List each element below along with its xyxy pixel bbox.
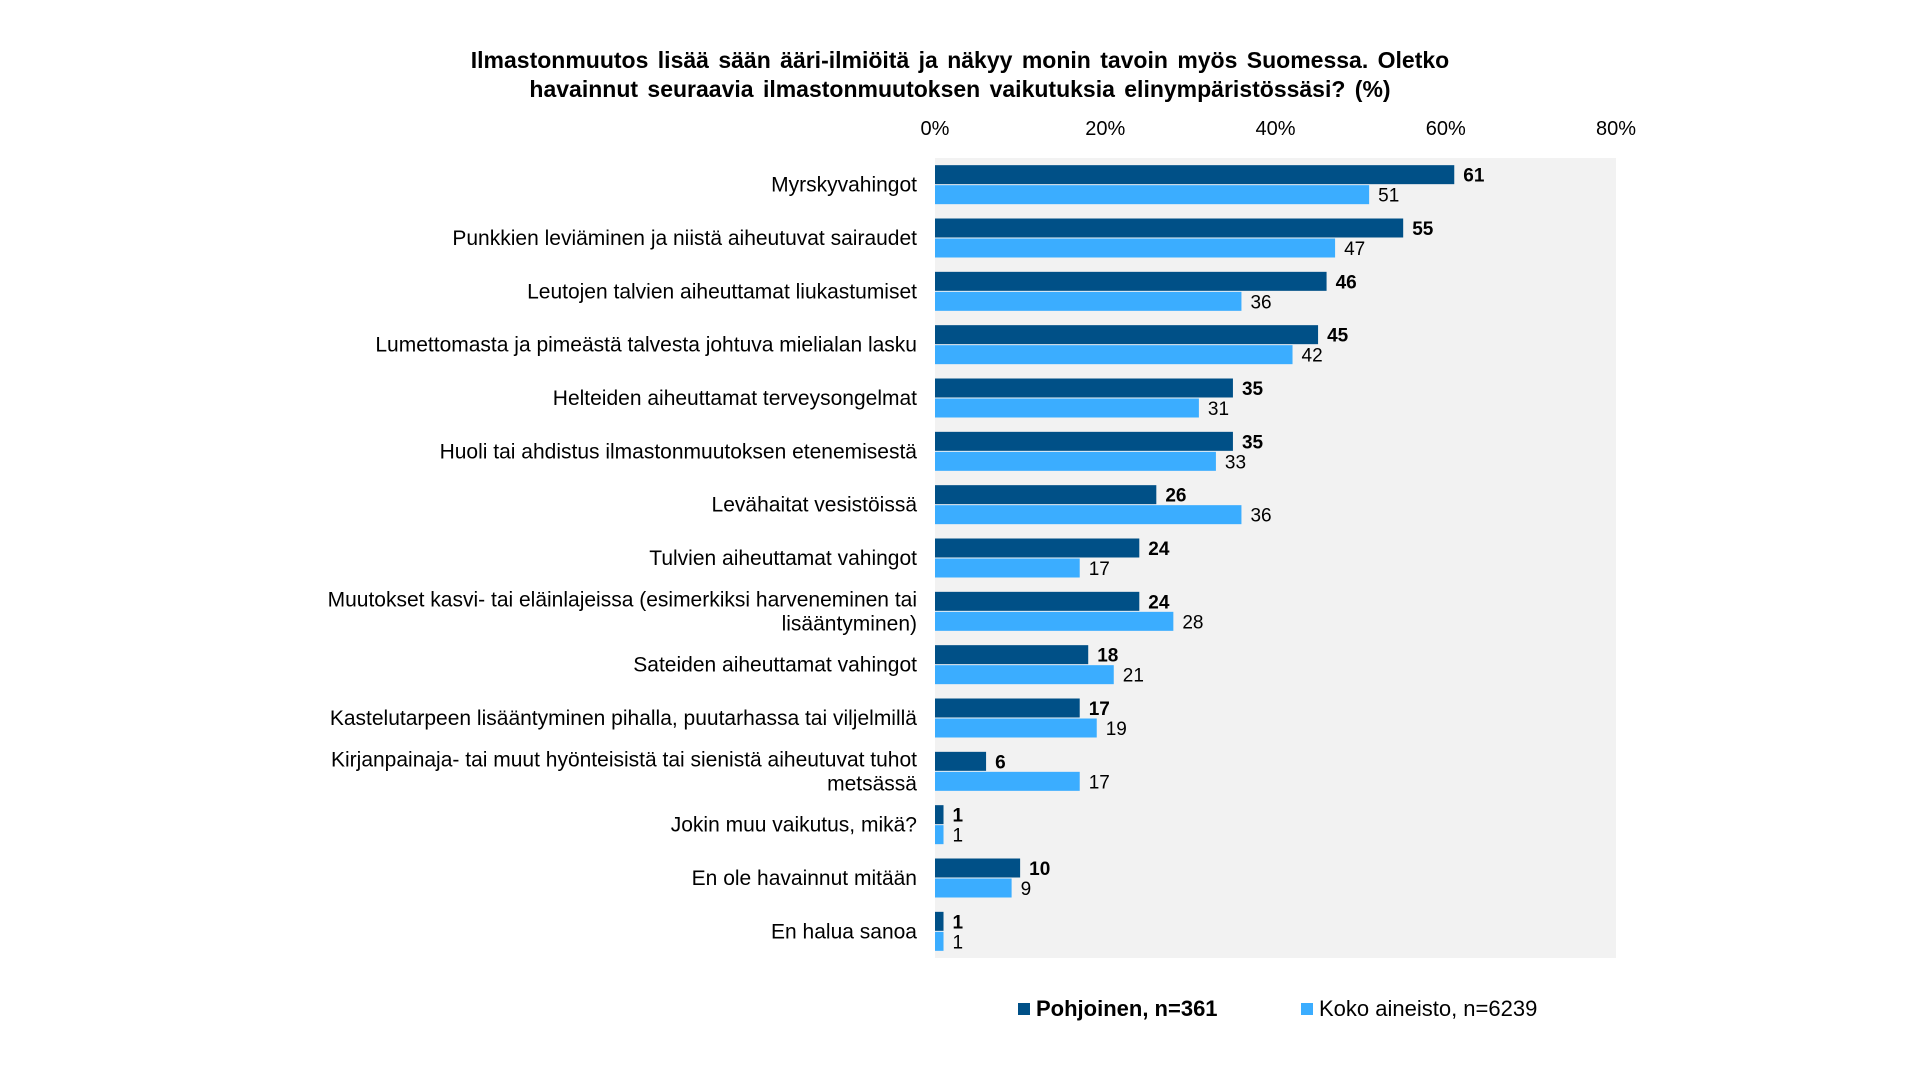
bar-koko-aineisto [935,771,1080,791]
category-label: Myrskyvahingot [771,174,917,197]
bar-koko-aineisto [935,398,1199,418]
category-label: En ole havainnut mitään [692,867,917,890]
data-label-pohjoinen: 6 [995,752,1006,773]
plot-area [935,158,1616,958]
data-label-pohjoinen: 24 [1148,592,1170,613]
data-label-koko-aineisto: 42 [1302,346,1323,367]
category-label: lisääntyminen) [782,612,917,635]
bar-koko-aineisto [935,185,1370,205]
bar-pohjoinen [935,911,944,931]
legend-label-pohjoinen: Pohjoinen, n=361 [1036,996,1218,1021]
x-tick-label: 60% [1426,118,1466,140]
bar-koko-aineisto [935,665,1114,685]
data-label-pohjoinen: 26 [1165,486,1186,507]
legend-label-koko-aineisto: Koko aineisto, n=6239 [1319,996,1538,1021]
bar-koko-aineisto [935,825,944,845]
x-tick-label: 20% [1085,118,1125,140]
bar-pohjoinen [935,591,1140,611]
data-label-pohjoinen: 10 [1029,859,1050,880]
data-label-pohjoinen: 46 [1336,272,1357,293]
bar-pohjoinen [935,698,1080,718]
bar-koko-aineisto [935,611,1174,631]
bar-pohjoinen [935,218,1404,238]
data-label-koko-aineisto: 51 [1378,186,1399,207]
category-label: Punkkien leviäminen ja niistä aiheutuvat… [452,227,917,250]
data-label-koko-aineisto: 1 [953,932,964,953]
data-label-koko-aineisto: 9 [1021,879,1032,900]
legend-swatch-koko-aineisto [1301,1003,1313,1015]
data-label-koko-aineisto: 19 [1106,719,1127,740]
data-label-pohjoinen: 35 [1242,379,1264,400]
data-label-pohjoinen: 1 [953,806,964,827]
data-label-koko-aineisto: 17 [1089,772,1110,793]
bar-koko-aineisto [935,291,1242,311]
category-label: Levähaitat vesistöissä [712,494,918,517]
category-label: Tulvien aiheuttamat vahingot [649,547,917,570]
category-label: metsässä [827,772,917,795]
x-tick-label: 80% [1596,118,1636,140]
data-label-koko-aineisto: 31 [1208,399,1229,420]
bar-pohjoinen [935,538,1140,558]
category-label: Lumettomasta ja pimeästä talvesta johtuv… [375,334,917,357]
bar-pohjoinen [935,378,1233,398]
data-label-koko-aineisto: 36 [1250,292,1271,313]
data-label-pohjoinen: 17 [1089,699,1110,720]
category-label: Kastelutarpeen lisääntyminen pihalla, pu… [330,707,917,730]
legend-item-koko-aineisto: Koko aineisto, n=6239 [1301,996,1537,1022]
category-label: Leutojen talvien aiheuttamat liukastumis… [527,280,917,303]
data-label-pohjoinen: 61 [1463,166,1485,187]
bar-pohjoinen [935,805,944,825]
data-label-koko-aineisto: 1 [953,826,964,847]
bar-koko-aineisto [935,718,1097,738]
category-label: Muutokset kasvi- tai eläinlajeissa (esim… [328,588,917,611]
bar-pohjoinen [935,431,1233,451]
category-label: Kirjanpainaja- tai muut hyönteisistä tai… [331,748,917,771]
bar-koko-aineisto [935,238,1336,258]
category-label: En halua sanoa [771,920,917,943]
data-label-koko-aineisto: 33 [1225,452,1246,473]
legend-swatch-pohjoinen [1018,1003,1030,1015]
bar-pohjoinen [935,165,1455,185]
bar-pohjoinen [935,751,987,771]
data-label-koko-aineisto: 47 [1344,239,1365,260]
data-label-koko-aineisto: 21 [1123,666,1144,687]
data-label-pohjoinen: 18 [1097,646,1118,667]
category-label: Huoli tai ahdistus ilmastonmuutoksen ete… [440,440,918,463]
bar-koko-aineisto [935,931,944,951]
bar-koko-aineisto [935,345,1293,365]
x-tick-label: 40% [1255,118,1295,140]
chart-title-line: havainnut seuraavia ilmastonmuutoksen va… [529,76,1391,102]
bar-pohjoinen [935,485,1157,505]
bar-koko-aineisto [935,558,1080,578]
category-label: Jokin muu vaikutus, mikä? [671,814,917,837]
data-label-pohjoinen: 35 [1242,432,1264,453]
x-tick-label: 0% [921,118,950,140]
bar-koko-aineisto [935,878,1012,898]
data-label-koko-aineisto: 28 [1182,612,1203,633]
data-label-pohjoinen: 24 [1148,539,1170,560]
data-label-pohjoinen: 55 [1412,219,1434,240]
chart-title-line: Ilmastonmuutos lisää sään ääri-ilmiöitä … [470,47,1450,73]
bar-koko-aineisto [935,505,1242,525]
category-label: Helteiden aiheuttamat terveysongelmat [553,387,917,410]
data-label-pohjoinen: 1 [953,912,964,933]
bar-pohjoinen [935,645,1089,665]
data-label-pohjoinen: 45 [1327,326,1349,347]
bar-koko-aineisto [935,451,1216,471]
data-label-koko-aineisto: 17 [1089,559,1110,580]
legend-item-pohjoinen: Pohjoinen, n=361 [1018,996,1218,1022]
data-label-koko-aineisto: 36 [1250,506,1271,527]
chart-title: Ilmastonmuutos lisää sään ääri-ilmiöitä … [300,46,1620,104]
bar-pohjoinen [935,858,1021,878]
bar-pohjoinen [935,325,1319,345]
category-label: Sateiden aiheuttamat vahingot [633,654,917,677]
bar-pohjoinen [935,271,1327,291]
